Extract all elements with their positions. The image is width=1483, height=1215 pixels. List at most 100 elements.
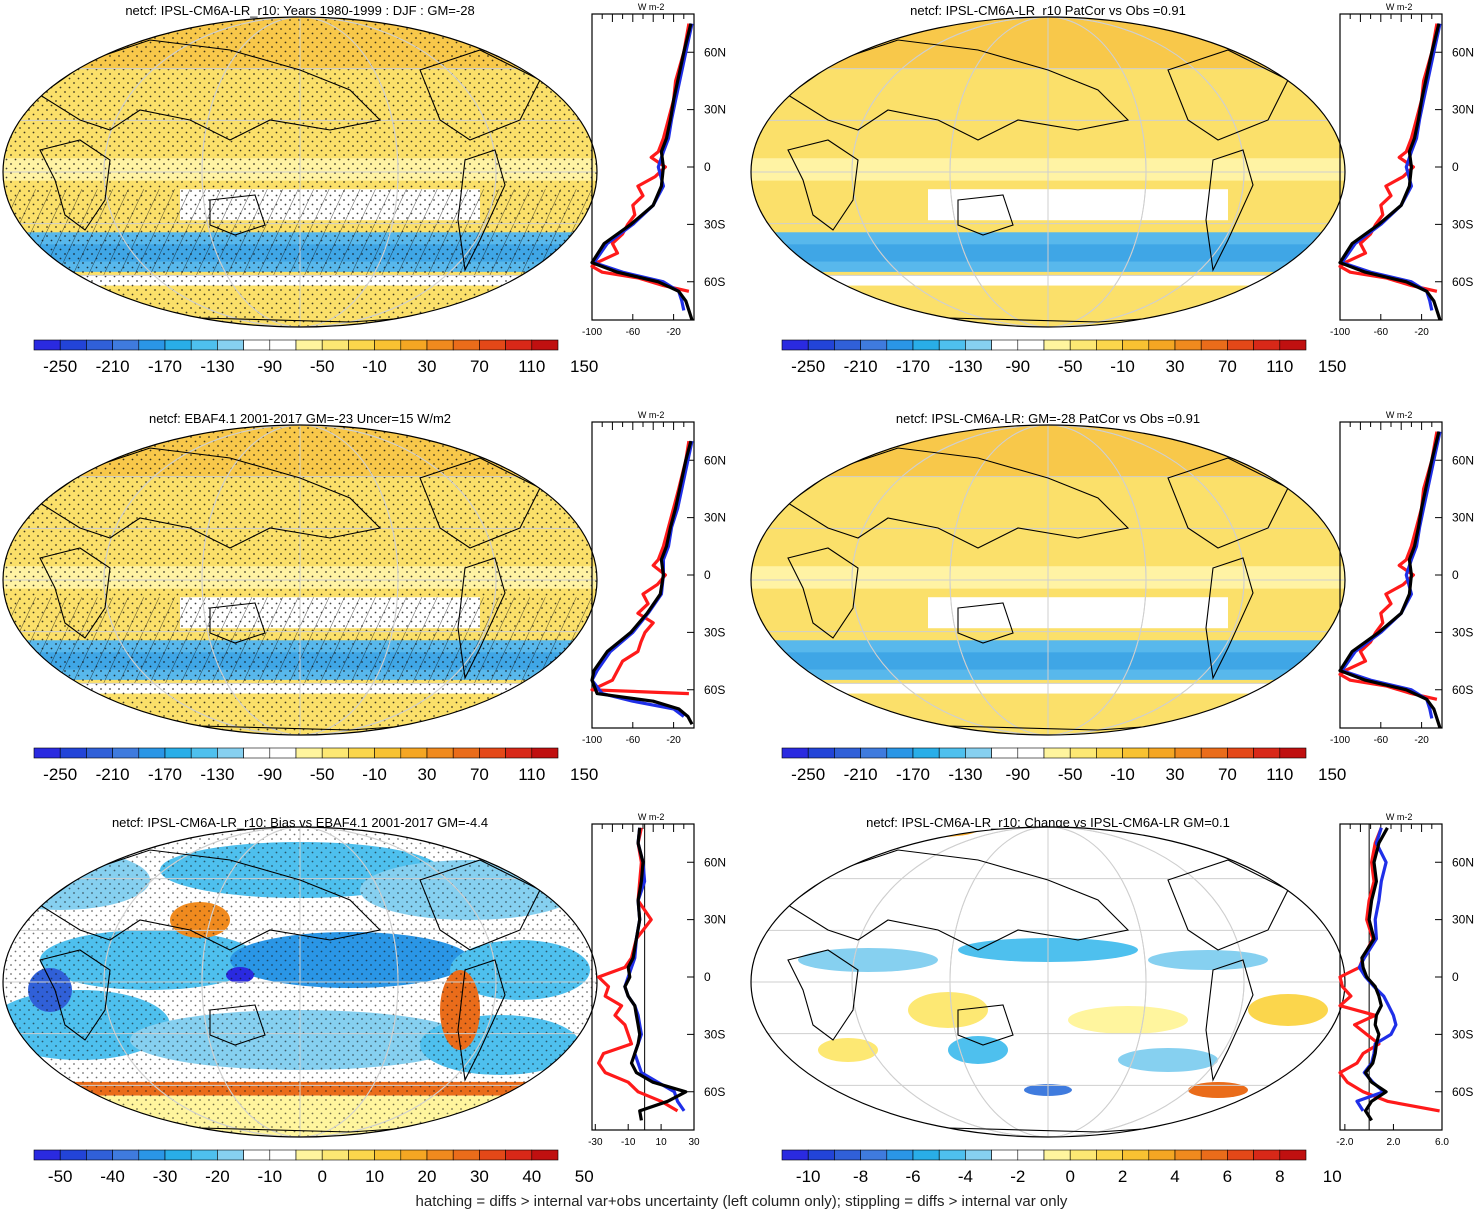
panel-plot: -250 -210 -170 -130 -90 -50 -10 30 70 110 150 W m-2… <box>750 2 1474 376</box>
colorbar-swatch <box>531 339 559 351</box>
zonal-series-blue <box>590 440 694 718</box>
coastline-australia <box>957 194 1014 236</box>
colorbar-tick-label: 70 <box>470 357 489 376</box>
coastline-africa <box>787 547 859 639</box>
zonal-series-group <box>590 440 694 725</box>
colorbar-tick-label: 30 <box>418 357 437 376</box>
field-blob <box>1188 1082 1248 1098</box>
colorbar-swatch <box>1174 747 1202 759</box>
zonal-lat-label: 60N <box>704 453 726 467</box>
panel-ipsl-patcor: netcf: IPSL-CM6A-LR_r10 PatCor vs Obs =0… <box>748 0 1483 400</box>
colorbar-swatch <box>991 339 1019 351</box>
colorbar-tick-label: -6 <box>905 1167 920 1186</box>
colorbar-swatch <box>374 339 402 351</box>
colorbar-swatch <box>217 747 244 759</box>
colorbar-swatch <box>164 747 192 759</box>
coastline-south-america <box>1205 959 1254 1082</box>
zonal-series-black <box>1360 827 1389 1122</box>
panel-plot: -250 -210 -170 -130 -90 -50 -10 30 70 110 150 W m-2… <box>2 2 726 376</box>
zonal-lat-label: 30N <box>1452 511 1474 525</box>
coastline-australia <box>957 602 1014 644</box>
colorbar-tick-label: 30 <box>470 1167 489 1186</box>
zonal-lat-label: 30S <box>1452 625 1473 639</box>
coastline-africa <box>39 139 111 231</box>
coastline-south-america <box>457 557 506 680</box>
panel-plot: -50 -40 -30 -20 -10 0 10 20 30 40 50 W m-2 -30 -10 10 3… <box>2 812 726 1186</box>
colorbar-tick-label: 50 <box>575 1167 594 1186</box>
coastline-south-america <box>1205 557 1254 680</box>
colorbar-tick-label: 150 <box>1318 357 1346 376</box>
map-outline <box>750 826 1346 1138</box>
colorbar-swatch <box>426 339 454 351</box>
colorbar-tick-label: -30 <box>153 1167 178 1186</box>
colorbar-swatch <box>1096 339 1123 351</box>
colorbar-tick-label: -170 <box>896 765 930 784</box>
colorbar-swatch <box>965 747 992 759</box>
zonal-series-black <box>1338 431 1442 729</box>
zonal-unit-label: W m-2 <box>1386 812 1413 822</box>
zonal-x-tick-label: -20 <box>666 327 681 338</box>
zonal-unit-label: W m-2 <box>1386 2 1413 12</box>
colorbar-tick-label: -50 <box>1058 357 1083 376</box>
colorbar-tick-label: 150 <box>1318 765 1346 784</box>
colorbar: -250 -210 -170 -130 -90 -50 -10 30 70 110 150 <box>781 339 1346 376</box>
colorbar-swatch <box>86 747 113 759</box>
colorbar-tick-label: 10 <box>365 1167 384 1186</box>
zonal-lat-label: 30N <box>1452 103 1474 117</box>
colorbar-tick-label: -2 <box>1010 1167 1025 1186</box>
colorbar-swatch <box>1253 339 1281 351</box>
zonal-x-tick-label: -100 <box>582 327 602 338</box>
coastline-africa <box>787 949 859 1041</box>
zonal-lat-label: 60S <box>704 1085 725 1099</box>
colorbar-tick-label: 0 <box>1065 1167 1074 1186</box>
colorbar-tick-label: -250 <box>43 765 77 784</box>
colorbar-swatch <box>164 1149 192 1161</box>
field-blob <box>948 1036 1008 1064</box>
zonal-lat-label: 60N <box>704 45 726 59</box>
colorbar-tick-label: -210 <box>96 765 130 784</box>
zonal-lat-label: 30N <box>704 511 726 525</box>
colorbar-tick-label: 30 <box>1166 357 1185 376</box>
coastline-north-america <box>419 49 541 141</box>
colorbar-swatch <box>479 339 506 351</box>
colorbar-tick-label: -10 <box>362 765 387 784</box>
zonal-series-red <box>1338 23 1439 293</box>
coastline-north-america <box>1167 49 1289 141</box>
colorbar-tick-label: 2 <box>1118 1167 1127 1186</box>
colorbar: -250 -210 -170 -130 -90 -50 -10 30 70 110 150 <box>33 747 598 784</box>
panel-plot: -250 -210 -170 -130 -90 -50 -10 30 70 110 150 W m-2… <box>2 410 726 784</box>
zonal-lat-label: 30S <box>1452 1027 1473 1041</box>
zonal-x-tick-label: -60 <box>1374 735 1389 746</box>
colorbar-swatch <box>1253 747 1281 759</box>
zonal-series-black <box>1338 23 1442 321</box>
zonal-mean-plot: W m-2 -30 -10 10 30 60N 30N 0 30S 60S <box>588 812 726 1148</box>
colorbar-tick-label: -10 <box>796 1167 821 1186</box>
colorbar-swatch <box>807 339 835 351</box>
map-grid <box>751 424 1345 736</box>
colorbar-swatch <box>1148 747 1176 759</box>
zonal-x-tick-label: -20 <box>1414 735 1429 746</box>
map-outline <box>2 424 598 736</box>
colorbar-swatch <box>112 339 140 351</box>
colorbar-swatch <box>295 747 323 759</box>
zonal-lat-label: 30N <box>704 103 726 117</box>
zonal-series-red <box>590 23 691 293</box>
zonal-series-black <box>623 827 688 1121</box>
colorbar-tick-label: -250 <box>791 357 825 376</box>
field-blob <box>1118 1048 1218 1072</box>
colorbar-swatch <box>400 1149 428 1161</box>
colorbar-tick-label: -4 <box>958 1167 973 1186</box>
panel-ebaf-2001-2017: netcf: EBAF4.1 2001-2017 GM=-23 Uncer=15… <box>0 408 740 808</box>
colorbar: -10 -8 -6 -4 -2 0 2 4 6 8 10 <box>781 1149 1342 1186</box>
colorbar-tick-label: -50 <box>310 357 335 376</box>
colorbar-swatch <box>860 1149 888 1161</box>
zonal-mean-plot: W m-2 -100 -60 -20 60N 30N 0 30S 60S <box>1330 410 1474 746</box>
colorbar-swatch <box>138 339 166 351</box>
colorbar-tick-label: 6 <box>1223 1167 1232 1186</box>
colorbar-swatch <box>1200 339 1228 351</box>
footnote: hatching = diffs > internal var+obs unce… <box>415 1193 1068 1210</box>
coastline-australia <box>957 1004 1014 1046</box>
zonal-x-tick-label: -100 <box>582 735 602 746</box>
zonal-lat-label: 60N <box>704 855 726 869</box>
colorbar-tick-label: -90 <box>1006 765 1031 784</box>
